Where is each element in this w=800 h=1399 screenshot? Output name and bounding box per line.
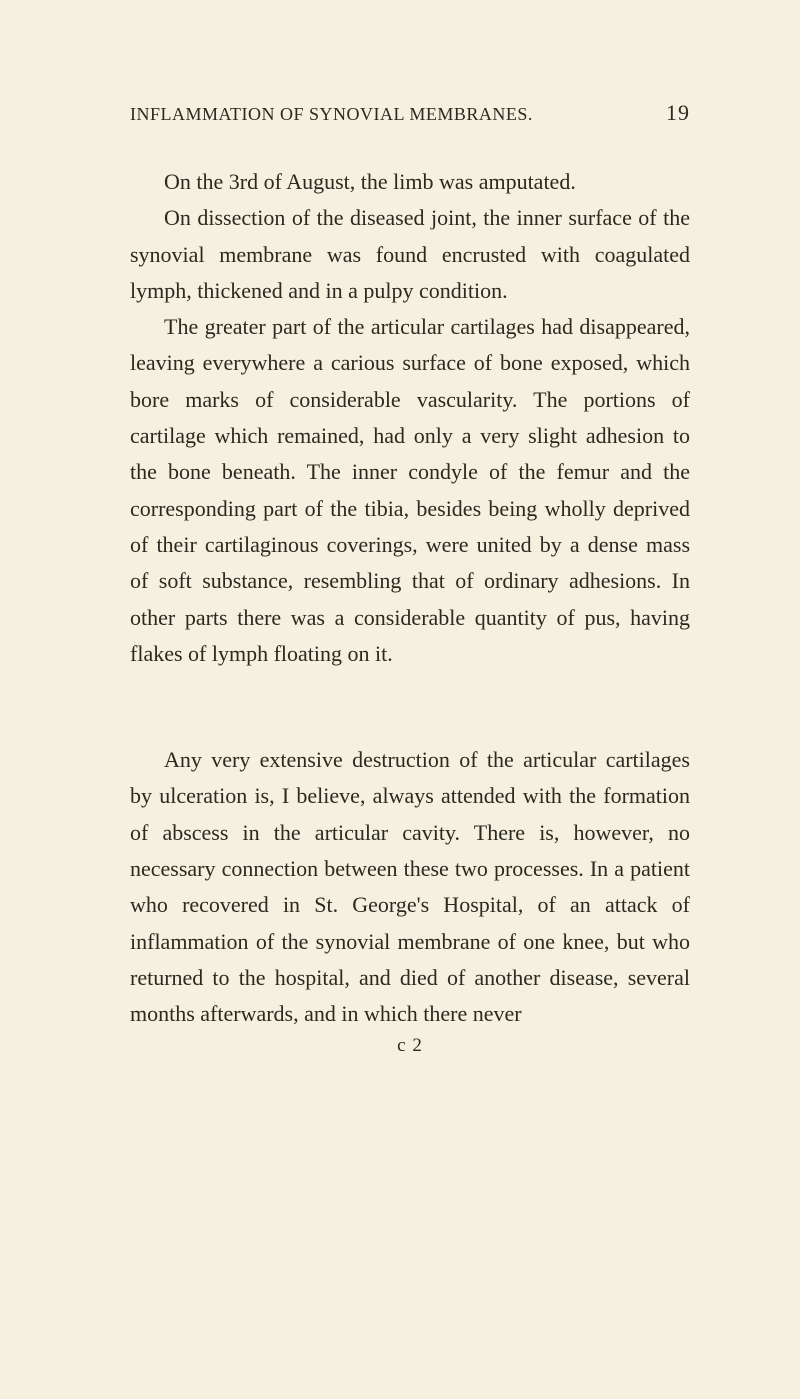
paragraph-1: On the 3rd of August, the limb was amput… [130, 164, 690, 200]
footer-signature: c 2 [130, 1035, 690, 1057]
section-divider [130, 672, 690, 742]
paragraph-4: Any very extensive destruction of the ar… [130, 742, 690, 1032]
document-page: INFLAMMATION OF SYNOVIAL MEMBRANES. 19 O… [0, 0, 800, 1117]
page-number: 19 [666, 100, 690, 126]
page-header: INFLAMMATION OF SYNOVIAL MEMBRANES. 19 [130, 100, 690, 126]
paragraph-2: On dissection of the diseased joint, the… [130, 200, 690, 309]
header-title: INFLAMMATION OF SYNOVIAL MEMBRANES. [130, 104, 533, 125]
paragraph-3: The greater part of the articular cartil… [130, 309, 690, 672]
